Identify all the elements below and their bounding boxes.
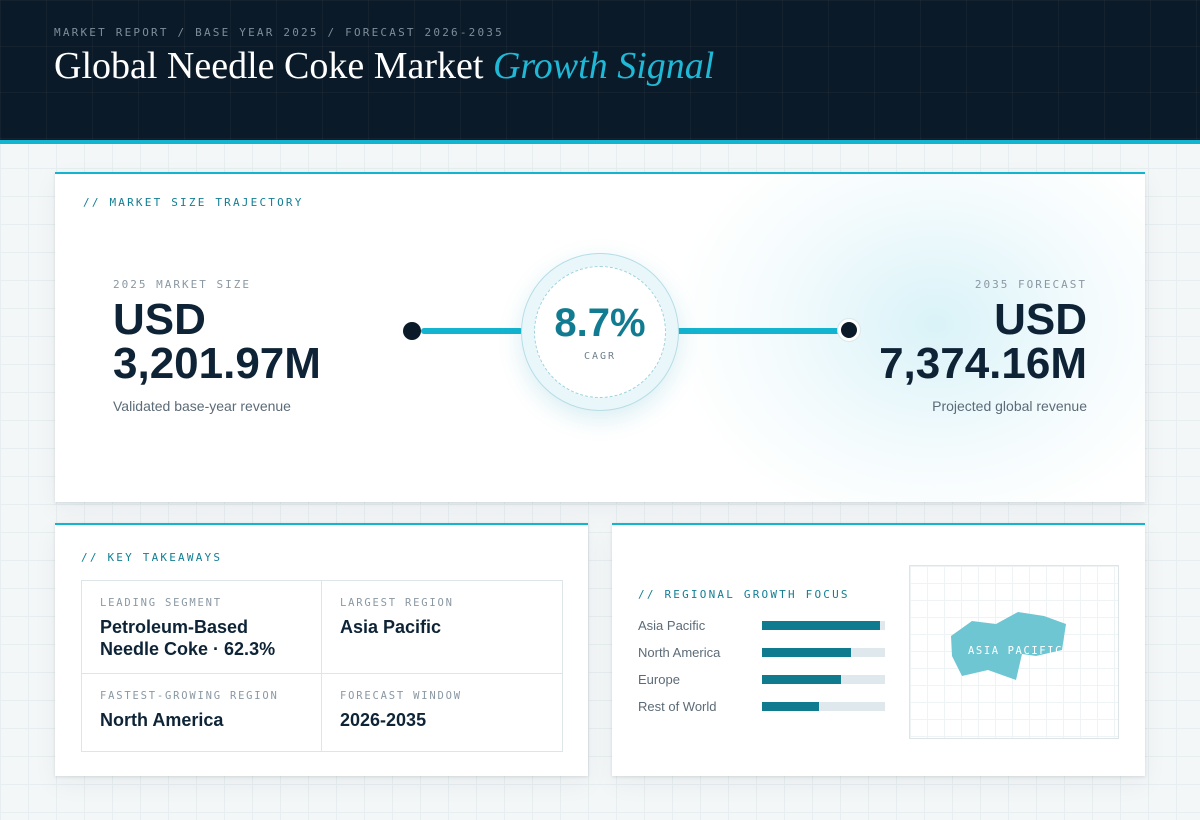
trajectory-line-right — [675, 328, 841, 334]
bar-fill — [762, 702, 819, 711]
bar-fill — [762, 621, 881, 630]
cagr-inner-ring: 8.7% CAGR — [534, 266, 666, 398]
takeaway-fastest-region: FASTEST-GROWING REGION North America — [82, 674, 322, 751]
takeaway-value: 2026-2035 — [340, 710, 427, 730]
takeaway-label: LEADING SEGMENT — [100, 597, 222, 609]
takeaway-leading-segment: LEADING SEGMENT Petroleum-Based Needle C… — [82, 581, 322, 674]
regional-bars: Asia Pacific North America Europe Rest o… — [638, 617, 888, 725]
bar-label: Rest of World — [638, 699, 717, 714]
bar-track — [762, 702, 885, 711]
takeaway-largest-region: LARGEST REGION Asia Pacific — [322, 581, 562, 674]
region-map: ASIA PACIFIC — [909, 565, 1119, 739]
end-currency: USD — [994, 295, 1087, 344]
bar-label: Asia Pacific — [638, 618, 706, 633]
bar-track — [762, 675, 885, 684]
end-size-label: 2035 FORECAST — [974, 278, 1087, 291]
end-size-desc: Projected global revenue — [932, 398, 1087, 414]
takeaway-value: Asia Pacific — [340, 617, 442, 637]
bar-row-asia-pacific: Asia Pacific — [638, 617, 888, 644]
bar-row-rest-of-world: Rest of World — [638, 698, 888, 725]
start-dot — [403, 322, 421, 340]
bar-label: Europe — [638, 672, 680, 687]
title-accent: Growth Signal — [492, 45, 715, 87]
trajectory-label: // MARKET SIZE TRAJECTORY — [83, 196, 304, 209]
takeaway-label: FASTEST-GROWING REGION — [100, 690, 279, 702]
cagr-label: CAGR — [583, 351, 617, 362]
takeaway-value: North America — [100, 710, 224, 730]
takeaways-grid: LEADING SEGMENT Petroleum-Based Needle C… — [81, 580, 563, 752]
takeaway-label: LARGEST REGION — [340, 597, 454, 609]
end-dot — [838, 319, 860, 341]
trajectory-line-left — [421, 328, 523, 334]
bar-row-europe: Europe — [638, 671, 888, 698]
takeaway-label: FORECAST WINDOW — [340, 690, 462, 702]
regional-growth-card: // REGIONAL GROWTH FOCUS Asia Pacific No… — [612, 523, 1145, 776]
takeaway-value: Petroleum-Based Needle Coke · 62.3% — [100, 617, 276, 659]
bar-track — [762, 621, 885, 630]
bar-track — [762, 648, 885, 657]
regional-label: // REGIONAL GROWTH FOCUS — [638, 588, 850, 601]
asia-pacific-map-shape — [951, 612, 1066, 680]
map-region-label: ASIA PACIFIC — [968, 645, 1064, 657]
start-size-desc: Validated base-year revenue — [113, 398, 291, 414]
start-size-value: 3,201.97M — [113, 339, 321, 388]
takeaways-label: // KEY TAKEAWAYS — [81, 551, 223, 564]
takeaway-forecast-window: FORECAST WINDOW 2026-2035 — [322, 674, 562, 751]
bar-label: North America — [638, 645, 721, 660]
report-kicker: MARKET REPORT / BASE YEAR 2025 / FORECAS… — [54, 26, 504, 39]
title-main: Global Needle Coke Market — [54, 45, 484, 87]
market-trajectory-card: // MARKET SIZE TRAJECTORY 2025 MARKET SI… — [55, 172, 1145, 502]
start-size-label: 2025 MARKET SIZE — [113, 278, 251, 291]
bar-row-north-america: North America — [638, 644, 888, 671]
start-currency: USD — [113, 295, 206, 344]
bar-fill — [762, 675, 841, 684]
cagr-badge: 8.7% CAGR — [521, 253, 679, 411]
cagr-value: 8.7% — [554, 301, 646, 345]
report-header: MARKET REPORT / BASE YEAR 2025 / FORECAS… — [0, 0, 1200, 144]
bar-fill — [762, 648, 851, 657]
key-takeaways-card: // KEY TAKEAWAYS LEADING SEGMENT Petrole… — [55, 523, 588, 776]
end-size-value: 7,374.16M — [879, 339, 1087, 388]
page-title: Global Needle Coke Market Growth Signal — [54, 44, 714, 88]
